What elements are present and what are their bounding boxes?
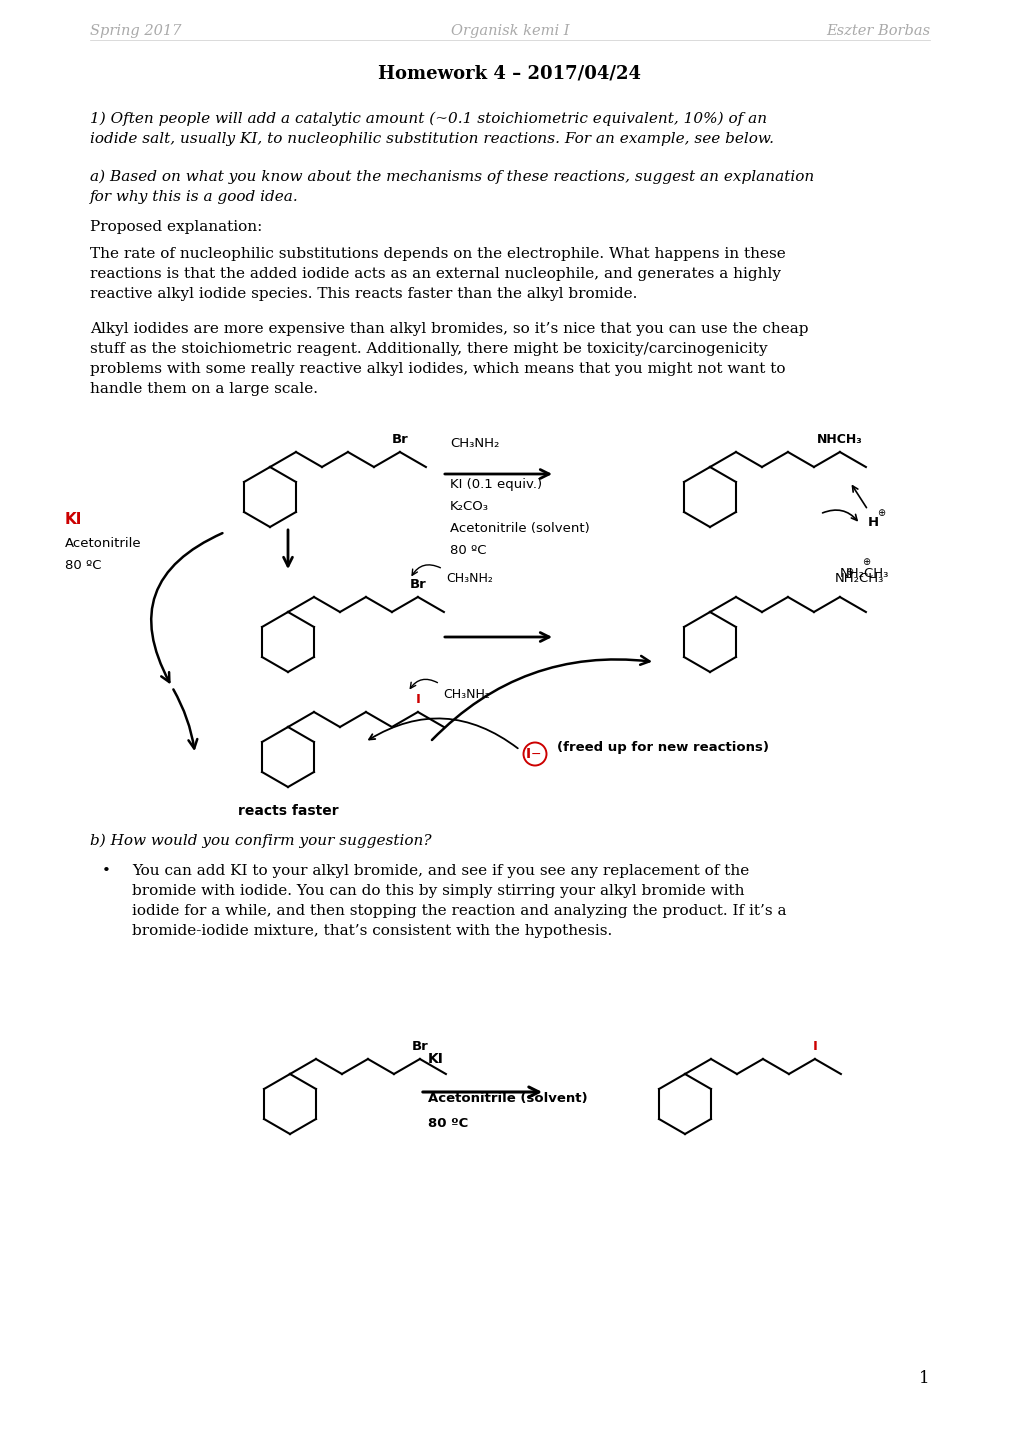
Text: Acetonitrile (solvent): Acetonitrile (solvent)	[449, 522, 589, 535]
Text: •: •	[102, 864, 111, 878]
Text: Br: Br	[409, 578, 426, 591]
Text: KI: KI	[65, 512, 83, 526]
Text: KI: KI	[428, 1053, 443, 1066]
Text: Proposed explanation:: Proposed explanation:	[90, 221, 262, 234]
Text: NH₂CH₃: NH₂CH₃	[840, 567, 889, 580]
Text: H: H	[867, 515, 878, 529]
Text: NH₂CH₃: NH₂CH₃	[835, 572, 883, 585]
Text: 80 ºC: 80 ºC	[449, 544, 486, 557]
Text: Acetonitrile (solvent): Acetonitrile (solvent)	[428, 1092, 587, 1105]
Text: 80 ºC: 80 ºC	[428, 1118, 468, 1131]
Text: Acetonitrile: Acetonitrile	[65, 536, 142, 549]
Text: a) Based on what you know about the mechanisms of these reactions, suggest an ex: a) Based on what you know about the mech…	[90, 170, 813, 205]
Text: I: I	[812, 1040, 816, 1053]
Text: b) How would you confirm your suggestion?: b) How would you confirm your suggestion…	[90, 833, 431, 848]
Text: Homework 4 – 2017/04/24: Homework 4 – 2017/04/24	[378, 63, 641, 82]
Text: Organisk kemi I: Organisk kemi I	[450, 25, 569, 37]
Text: Alkyl iodides are more expensive than alkyl bromides, so it’s nice that you can : Alkyl iodides are more expensive than al…	[90, 322, 808, 397]
Text: I: I	[415, 694, 420, 707]
Text: NHCH₃: NHCH₃	[816, 433, 862, 446]
Text: Eszter Borbas: Eszter Borbas	[825, 25, 929, 37]
Text: Spring 2017: Spring 2017	[90, 25, 181, 37]
Text: K₂CO₃: K₂CO₃	[449, 500, 488, 513]
Text: You can add KI to your alkyl bromide, and see if you see any replacement of the
: You can add KI to your alkyl bromide, an…	[131, 864, 786, 939]
Text: 80 ºC: 80 ºC	[65, 559, 102, 572]
Text: (freed up for new reactions): (freed up for new reactions)	[556, 741, 768, 754]
Text: CH₃NH₂: CH₃NH₂	[442, 688, 489, 701]
Text: The rate of nucleophilic substitutions depends on the electrophile. What happens: The rate of nucleophilic substitutions d…	[90, 247, 785, 301]
Text: CH₃NH₂: CH₃NH₂	[445, 572, 492, 585]
Text: ⊕: ⊕	[844, 567, 852, 577]
Text: −: −	[530, 747, 541, 760]
Text: 1) Often people will add a catalytic amount (~0.1 stoichiometric equivalent, 10%: 1) Often people will add a catalytic amo…	[90, 112, 773, 147]
Text: Br: Br	[411, 1040, 428, 1053]
Text: KI (0.1 equiv.): KI (0.1 equiv.)	[449, 477, 541, 490]
Text: I: I	[526, 747, 531, 760]
Text: ⊕: ⊕	[876, 508, 884, 518]
Text: CH₃NH₂: CH₃NH₂	[449, 437, 499, 450]
Text: ⊕: ⊕	[861, 557, 869, 567]
Text: Br: Br	[391, 433, 408, 446]
Text: reacts faster: reacts faster	[237, 805, 338, 818]
Text: 1: 1	[918, 1370, 929, 1387]
